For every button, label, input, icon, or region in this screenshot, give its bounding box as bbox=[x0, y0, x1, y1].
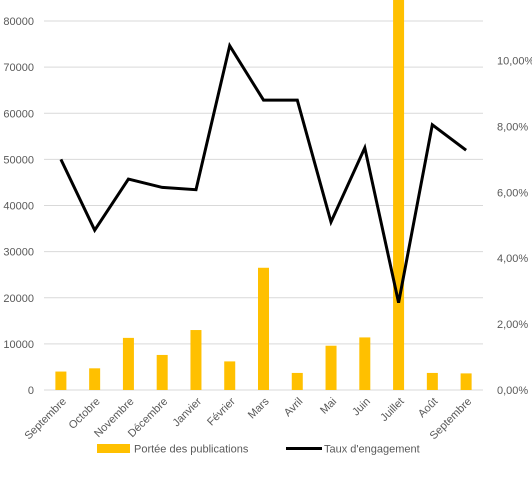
y-left-tick-label: 40000 bbox=[3, 201, 34, 213]
bar bbox=[89, 368, 101, 390]
x-tick-label: Avril bbox=[282, 396, 305, 419]
y-left-tick-label: 30000 bbox=[3, 247, 34, 259]
bar bbox=[393, 0, 405, 390]
x-tick-label: Juillet bbox=[378, 396, 406, 424]
x-tick-label: Janvier bbox=[171, 395, 205, 429]
bar bbox=[55, 371, 67, 390]
bar bbox=[258, 267, 269, 390]
bar bbox=[190, 330, 202, 390]
right-axis-ticks: 0,00% 2,00% 4,00% 6,00% 8,00% 10,00% bbox=[497, 56, 532, 397]
y-right-tick-label: 10,00% bbox=[497, 56, 532, 68]
bar bbox=[122, 337, 134, 390]
legend-swatch-portee bbox=[97, 444, 130, 453]
x-tick-label: Mars bbox=[246, 395, 272, 421]
y-left-tick-label: 70000 bbox=[3, 62, 34, 74]
y-right-tick-label: 2,00% bbox=[497, 319, 528, 331]
y-left-tick-label: 10000 bbox=[3, 339, 34, 351]
y-left-tick-label: 80000 bbox=[3, 16, 34, 28]
y-right-tick-label: 4,00% bbox=[497, 253, 528, 265]
left-axis-ticks: 0 10000 20000 30000 40000 50000 60000 70000 8000… bbox=[3, 16, 34, 397]
y-right-tick-label: 6,00% bbox=[497, 187, 528, 199]
legend: Portée des publications Taux d'engagemen… bbox=[97, 444, 420, 456]
x-tick-label: Juin bbox=[350, 396, 373, 419]
bar bbox=[460, 373, 472, 390]
y-right-tick-label: 8,00% bbox=[497, 121, 528, 133]
x-tick-label: Septembre bbox=[22, 396, 69, 443]
legend-label-engagement: Taux d'engagement bbox=[324, 444, 420, 456]
y-left-tick-label: 20000 bbox=[3, 293, 34, 305]
bar bbox=[291, 372, 303, 390]
x-tick-label: Août bbox=[416, 396, 440, 420]
bar-series-portee bbox=[55, 0, 472, 390]
y-left-tick-label: 0 bbox=[28, 385, 34, 397]
y-left-tick-label: 50000 bbox=[3, 154, 34, 166]
y-left-tick-label: 60000 bbox=[3, 108, 34, 120]
gridlines bbox=[44, 20, 483, 345]
bar bbox=[156, 354, 168, 390]
bar bbox=[359, 337, 371, 390]
bar bbox=[426, 372, 438, 390]
y-right-tick-label: 0,00% bbox=[497, 385, 528, 397]
bar bbox=[325, 345, 337, 390]
bar bbox=[224, 361, 236, 390]
x-tick-label: Février bbox=[205, 395, 238, 428]
x-tick-label: Mai bbox=[318, 396, 339, 417]
legend-label-portee: Portée des publications bbox=[134, 444, 249, 456]
line-series-engagement bbox=[59, 41, 468, 304]
